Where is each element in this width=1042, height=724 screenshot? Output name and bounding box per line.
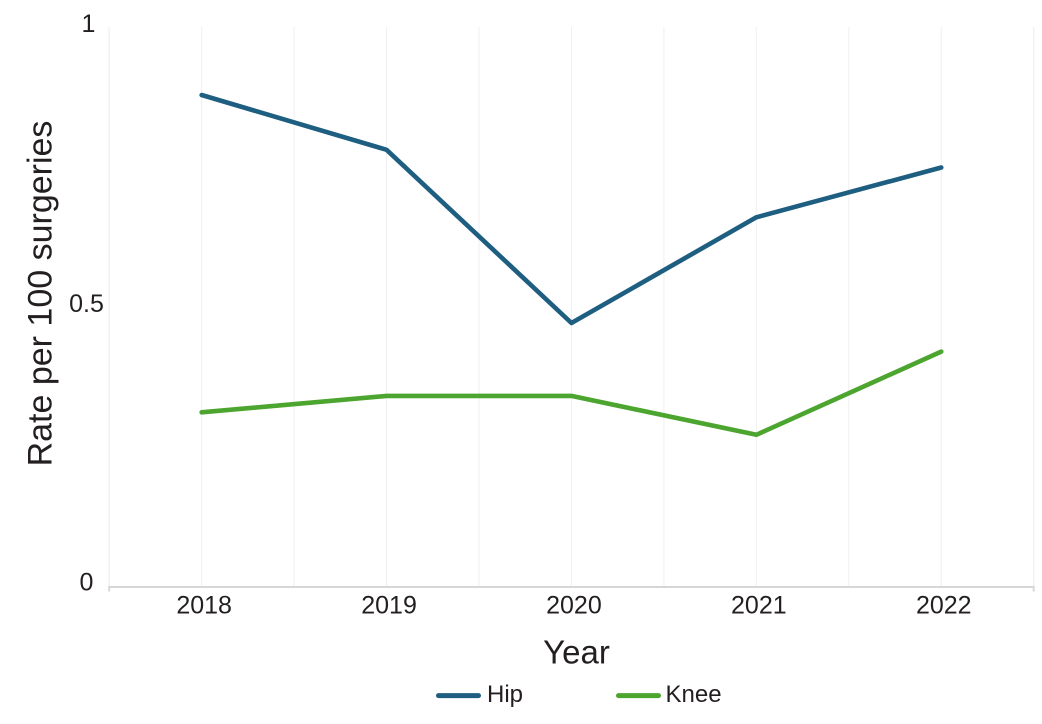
svg-text:1: 1 xyxy=(82,10,96,38)
svg-text:Rate per 100 surgeries: Rate per 100 surgeries xyxy=(21,121,59,467)
svg-text:Year: Year xyxy=(543,634,610,671)
svg-text:0.5: 0.5 xyxy=(69,290,104,318)
svg-text:2020: 2020 xyxy=(546,592,602,620)
svg-text:2019: 2019 xyxy=(361,592,417,620)
svg-text:0: 0 xyxy=(80,569,94,597)
svg-text:2022: 2022 xyxy=(916,592,972,620)
svg-text:2021: 2021 xyxy=(731,592,787,620)
svg-text:Hip: Hip xyxy=(487,681,523,708)
svg-text:Knee: Knee xyxy=(666,681,722,708)
svg-text:2018: 2018 xyxy=(176,592,232,620)
